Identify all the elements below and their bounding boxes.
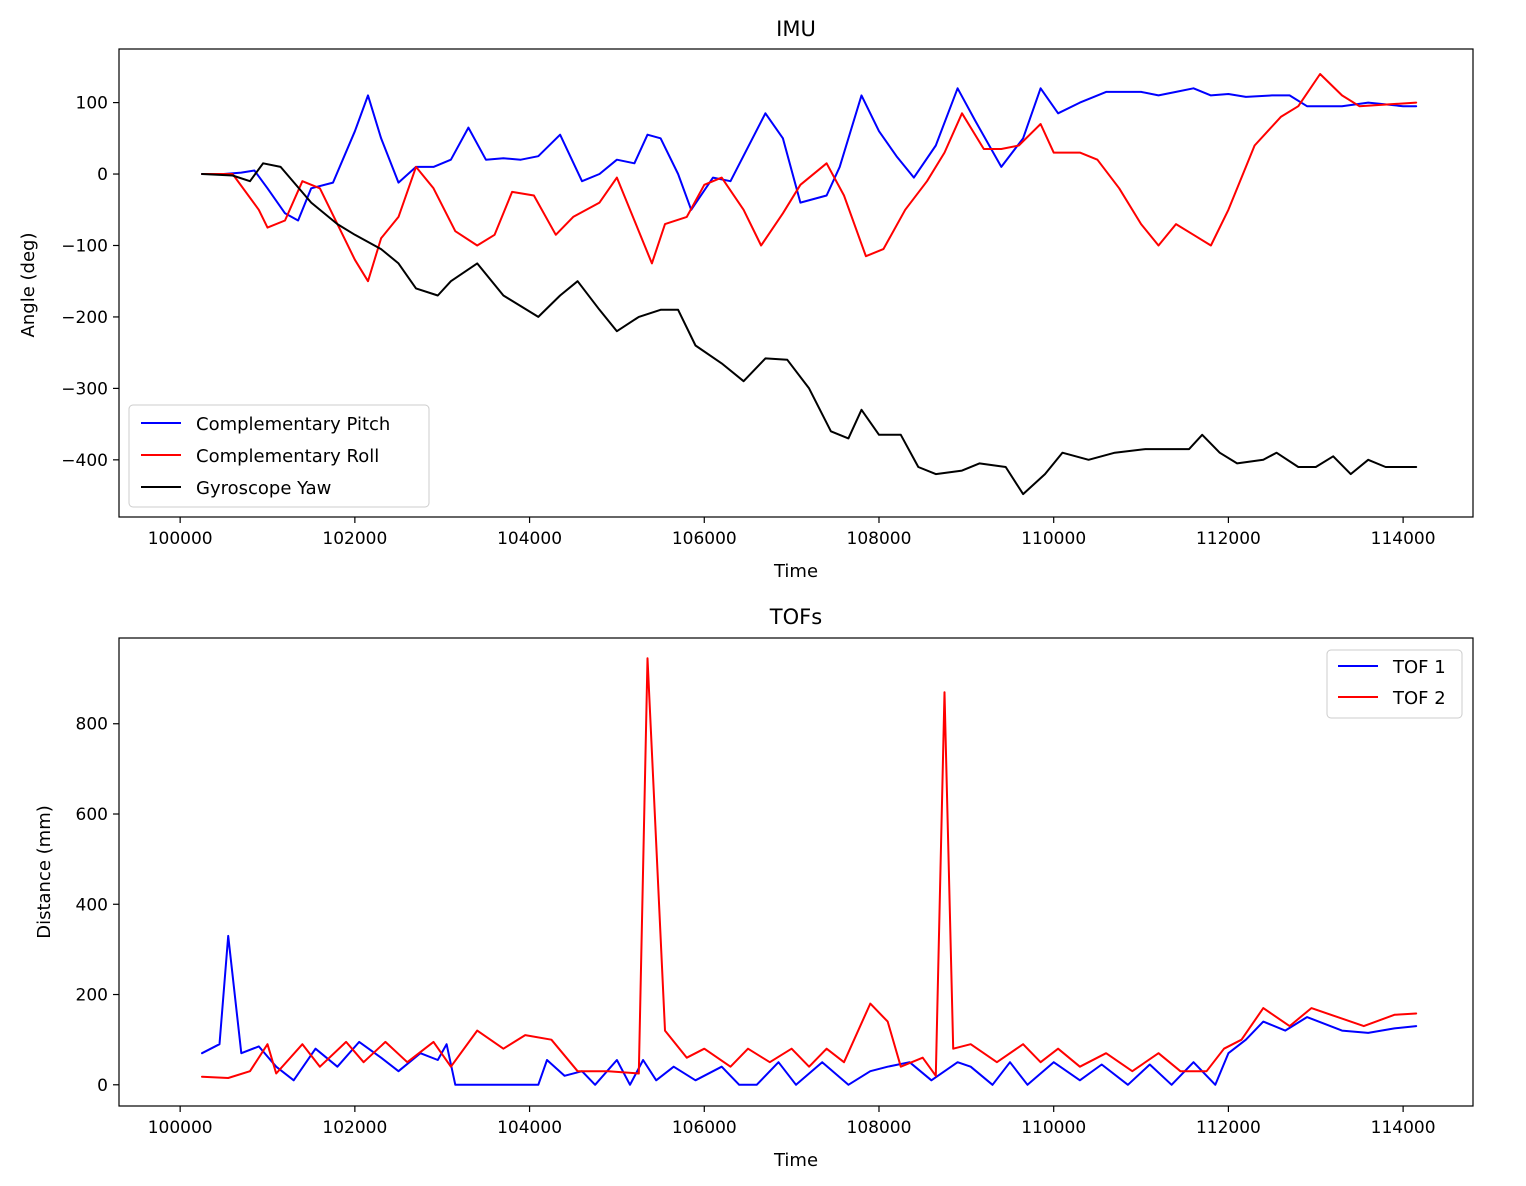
imu-legend-box <box>128 404 430 508</box>
imu-y-tick-label: −300 <box>61 379 108 399</box>
imu-x-tick-label: 102000 <box>322 529 387 549</box>
imu-ticks: 100000 102000 104000 106000 108000 110000 1120… <box>61 94 1435 549</box>
tofs-x-axis-label: Time <box>773 1150 818 1171</box>
series-line-gyroscope-yaw <box>201 162 1418 496</box>
imu-lines <box>201 73 1418 496</box>
tofs-y-tick-label: 800 <box>76 715 108 735</box>
tofs-x-tick-label: 114000 <box>1371 1118 1436 1138</box>
tofs-x-tick-label: 100000 <box>148 1118 213 1138</box>
imu-title: IMU <box>776 17 816 41</box>
imu-x-tick-label: 112000 <box>1196 529 1261 549</box>
series-line-complementary-roll <box>201 73 1418 283</box>
legend-label-tof1: TOF 1 <box>1392 657 1446 678</box>
imu-y-tick-label: −400 <box>61 451 108 471</box>
tofs-x-tick-label: 102000 <box>322 1118 387 1138</box>
imu-y-tick-label: 100 <box>76 94 108 114</box>
tofs-ticks: 100000 102000 104000 106000 108000 110000 1120… <box>76 715 1436 1138</box>
tofs-y-tick-label: 200 <box>76 986 108 1006</box>
tofs-y-tick-label: 0 <box>97 1076 108 1096</box>
imu-x-tick-label: 110000 <box>1021 529 1086 549</box>
imu-x-tick-label: 114000 <box>1371 529 1436 549</box>
imu-y-axis-label: Angle (deg) <box>18 233 39 338</box>
imu-x-tick-label: 100000 <box>148 529 213 549</box>
series-line-complementary-pitch <box>201 87 1418 222</box>
tofs-x-tick-label: 108000 <box>847 1118 912 1138</box>
imu-plot-frame <box>118 48 1474 518</box>
imu-x-tick-label: 104000 <box>497 529 562 549</box>
imu-x-tick-label: 108000 <box>847 529 912 549</box>
tofs-x-tick-label: 106000 <box>672 1118 737 1138</box>
imu-y-tick-label: 0 <box>97 165 108 185</box>
legend-label-roll: Complementary Roll <box>196 446 379 467</box>
imu-x-axis-label: Time <box>773 561 818 582</box>
tofs-lines <box>201 657 1418 1086</box>
imu-legend: Complementary Pitch Complementary Roll G… <box>128 404 430 508</box>
imu-x-tick-label: 106000 <box>672 529 737 549</box>
series-line-tof-1 <box>201 934 1418 1086</box>
tofs-legend: TOF 1 TOF 2 <box>1326 649 1463 719</box>
tofs-y-axis-label: Distance (mm) <box>34 805 55 939</box>
tofs-subplot: TOFs Time Distance (mm) 100000 102000 1040… <box>34 605 1474 1171</box>
tofs-x-tick-label: 112000 <box>1196 1118 1261 1138</box>
legend-label-tof2: TOF 2 <box>1392 688 1446 709</box>
tofs-plot-frame <box>118 637 1474 1107</box>
tofs-y-tick-label: 600 <box>76 805 108 825</box>
series-line-tof-2 <box>201 657 1418 1079</box>
tofs-x-tick-label: 110000 <box>1021 1118 1086 1138</box>
tofs-x-tick-label: 104000 <box>497 1118 562 1138</box>
imu-y-tick-label: −100 <box>61 236 108 256</box>
legend-label-yaw: Gyroscope Yaw <box>196 478 331 499</box>
imu-y-tick-label: −200 <box>61 308 108 328</box>
tofs-title: TOFs <box>769 605 822 629</box>
legend-label-pitch: Complementary Pitch <box>196 414 390 435</box>
imu-subplot: IMU Time Angle (deg) 100000 102000 104000 1… <box>18 17 1474 582</box>
tofs-y-tick-label: 400 <box>76 895 108 915</box>
